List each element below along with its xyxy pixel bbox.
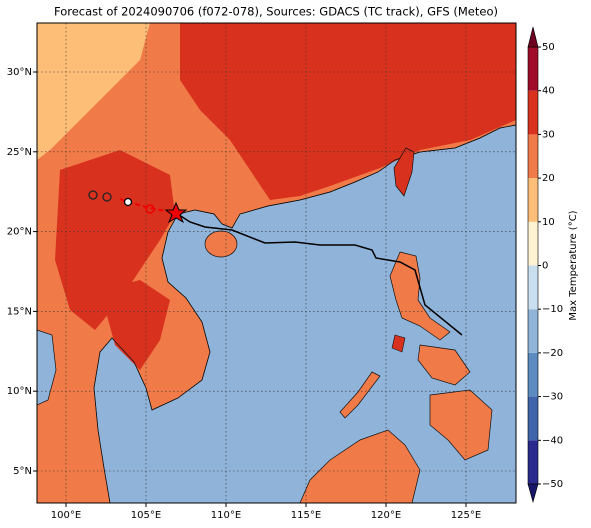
x-tick-label: 110°E <box>211 510 241 521</box>
y-tick-label: 5°N <box>13 466 32 477</box>
y-tick-label: 25°N <box>7 147 32 158</box>
colorbar-tick-label: −40 <box>542 435 563 446</box>
luzon <box>389 251 451 341</box>
colorbar-over <box>527 26 539 48</box>
colorbar-tick-label: 30 <box>542 129 555 140</box>
colorbar-segment <box>528 352 538 397</box>
borneo <box>299 429 421 503</box>
colorbar-tick-label: −50 <box>542 479 563 490</box>
land-outline <box>37 23 516 503</box>
y-tick-label: 10°N <box>7 386 32 397</box>
graticule: 100°E 105°E 110°E 115°E 120°E 125°E 5°N 10°N 15°… <box>7 23 516 521</box>
colorbar-segment <box>528 440 538 484</box>
forecast-track <box>119 198 177 214</box>
x-tick-label: 100°E <box>51 510 81 521</box>
colorbar-label: Max Temperature (°C) <box>568 210 579 320</box>
colorbar-tick-label: −30 <box>542 392 563 403</box>
colorbar-tick-label: 10 <box>542 217 555 228</box>
colorbar-tick-label: −20 <box>542 348 563 359</box>
y-tick-label: 15°N <box>7 306 32 317</box>
y-tick-label: 30°N <box>7 67 32 78</box>
colorbar-segment <box>528 221 538 266</box>
x-tick-label: 125°E <box>451 510 481 521</box>
tc-track <box>88 190 463 336</box>
colorbar-tick-label: −10 <box>542 304 563 315</box>
visayas <box>417 344 471 386</box>
track-point <box>123 197 133 207</box>
hot-zone <box>100 280 170 370</box>
map-frame <box>36 22 517 504</box>
colorbar-segment <box>528 90 538 135</box>
colorbar-segment <box>528 265 538 310</box>
colorbar-segment <box>528 396 538 441</box>
track-point <box>102 192 112 202</box>
hot-zone <box>180 23 516 200</box>
colorbar-tick-label: 40 <box>542 86 555 97</box>
y-tick-label: 20°N <box>7 227 32 238</box>
x-tick-label: 105°E <box>131 510 161 521</box>
current-position <box>164 201 188 224</box>
mild-zone <box>37 23 150 160</box>
palawan <box>339 371 381 419</box>
colorbar-segment <box>528 47 538 91</box>
colorbar-tick-label: 0 <box>542 261 548 272</box>
x-tick-label: 120°E <box>371 510 401 521</box>
hot-zone <box>55 150 175 330</box>
map-area <box>37 23 516 503</box>
sea-inlet <box>37 329 57 406</box>
colorbar-tick-label: 50 <box>542 42 555 53</box>
title: Forecast of 2024090706 (f072-078), Sourc… <box>54 5 498 19</box>
x-tick-label: 115°E <box>291 510 321 521</box>
colorbar: −50 −40 −30 −20 −10 0 10 20 30 40 50 Max Temperatur… <box>527 26 579 504</box>
colorbar-segment <box>528 134 538 179</box>
track-point <box>88 190 98 200</box>
track-line <box>175 212 463 336</box>
hainan <box>204 230 238 258</box>
mindanao <box>429 389 493 461</box>
colorbar-under <box>527 483 539 504</box>
mindoro <box>391 334 406 353</box>
colorbar-segment <box>528 309 538 353</box>
track-point <box>145 204 155 214</box>
colorbar-segment <box>528 178 538 222</box>
colorbar-tick-label: 20 <box>542 173 555 184</box>
